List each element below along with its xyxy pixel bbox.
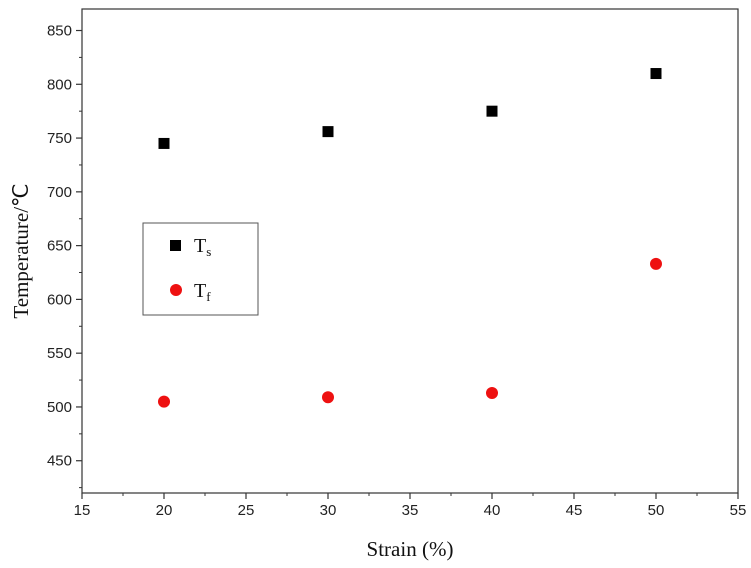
legend-label-tf: Tf [194,280,211,304]
x-tick-label: 50 [648,502,665,519]
x-tick-label: 40 [484,502,501,519]
y-tick-label: 750 [47,130,72,147]
y-tick-label: 700 [47,184,72,201]
x-axis-title: Strain (%) [367,537,454,561]
data-point-ts [158,137,170,149]
data-points [158,68,662,408]
y-tick-label: 450 [47,453,72,470]
x-tick-label: 25 [238,502,255,519]
legend-box [142,222,259,316]
legend-label-tf-main: T [194,280,206,302]
x-tick-label: 20 [156,502,173,519]
data-point-tf [486,386,498,399]
y-tick-label: 600 [47,291,72,308]
legend-marker-tf [170,284,182,296]
legend-label-ts-main: T [194,235,206,257]
legend: Ts Tf [142,222,259,316]
data-point-ts [486,105,498,117]
data-point-ts [650,68,662,80]
legend-label-ts: Ts [194,235,211,259]
legend-label-tf-sub: f [206,289,211,304]
y-tick-label: 650 [47,238,72,255]
data-point-tf [650,257,662,270]
y-tick-label: 550 [47,345,72,362]
data-point-tf [322,391,334,404]
y-axis: 450 500 550 600 650 700 750 800 850 [47,23,82,489]
legend-label-ts-sub: s [206,244,211,259]
y-tick-label: 800 [47,76,72,93]
x-axis: 15 20 25 30 35 40 45 50 55 [74,493,747,519]
x-tick-label: 30 [320,502,337,519]
x-tick-label: 45 [566,502,583,519]
x-tick-label: 35 [402,502,419,519]
y-tick-label: 500 [47,399,72,416]
data-point-tf [158,395,170,408]
data-point-ts [322,126,334,138]
y-tick-label: 850 [47,23,72,40]
legend-marker-ts [170,240,181,251]
x-tick-label: 55 [730,502,747,519]
x-tick-label: 15 [74,502,91,519]
y-axis-title: Temperature/℃ [9,183,33,318]
